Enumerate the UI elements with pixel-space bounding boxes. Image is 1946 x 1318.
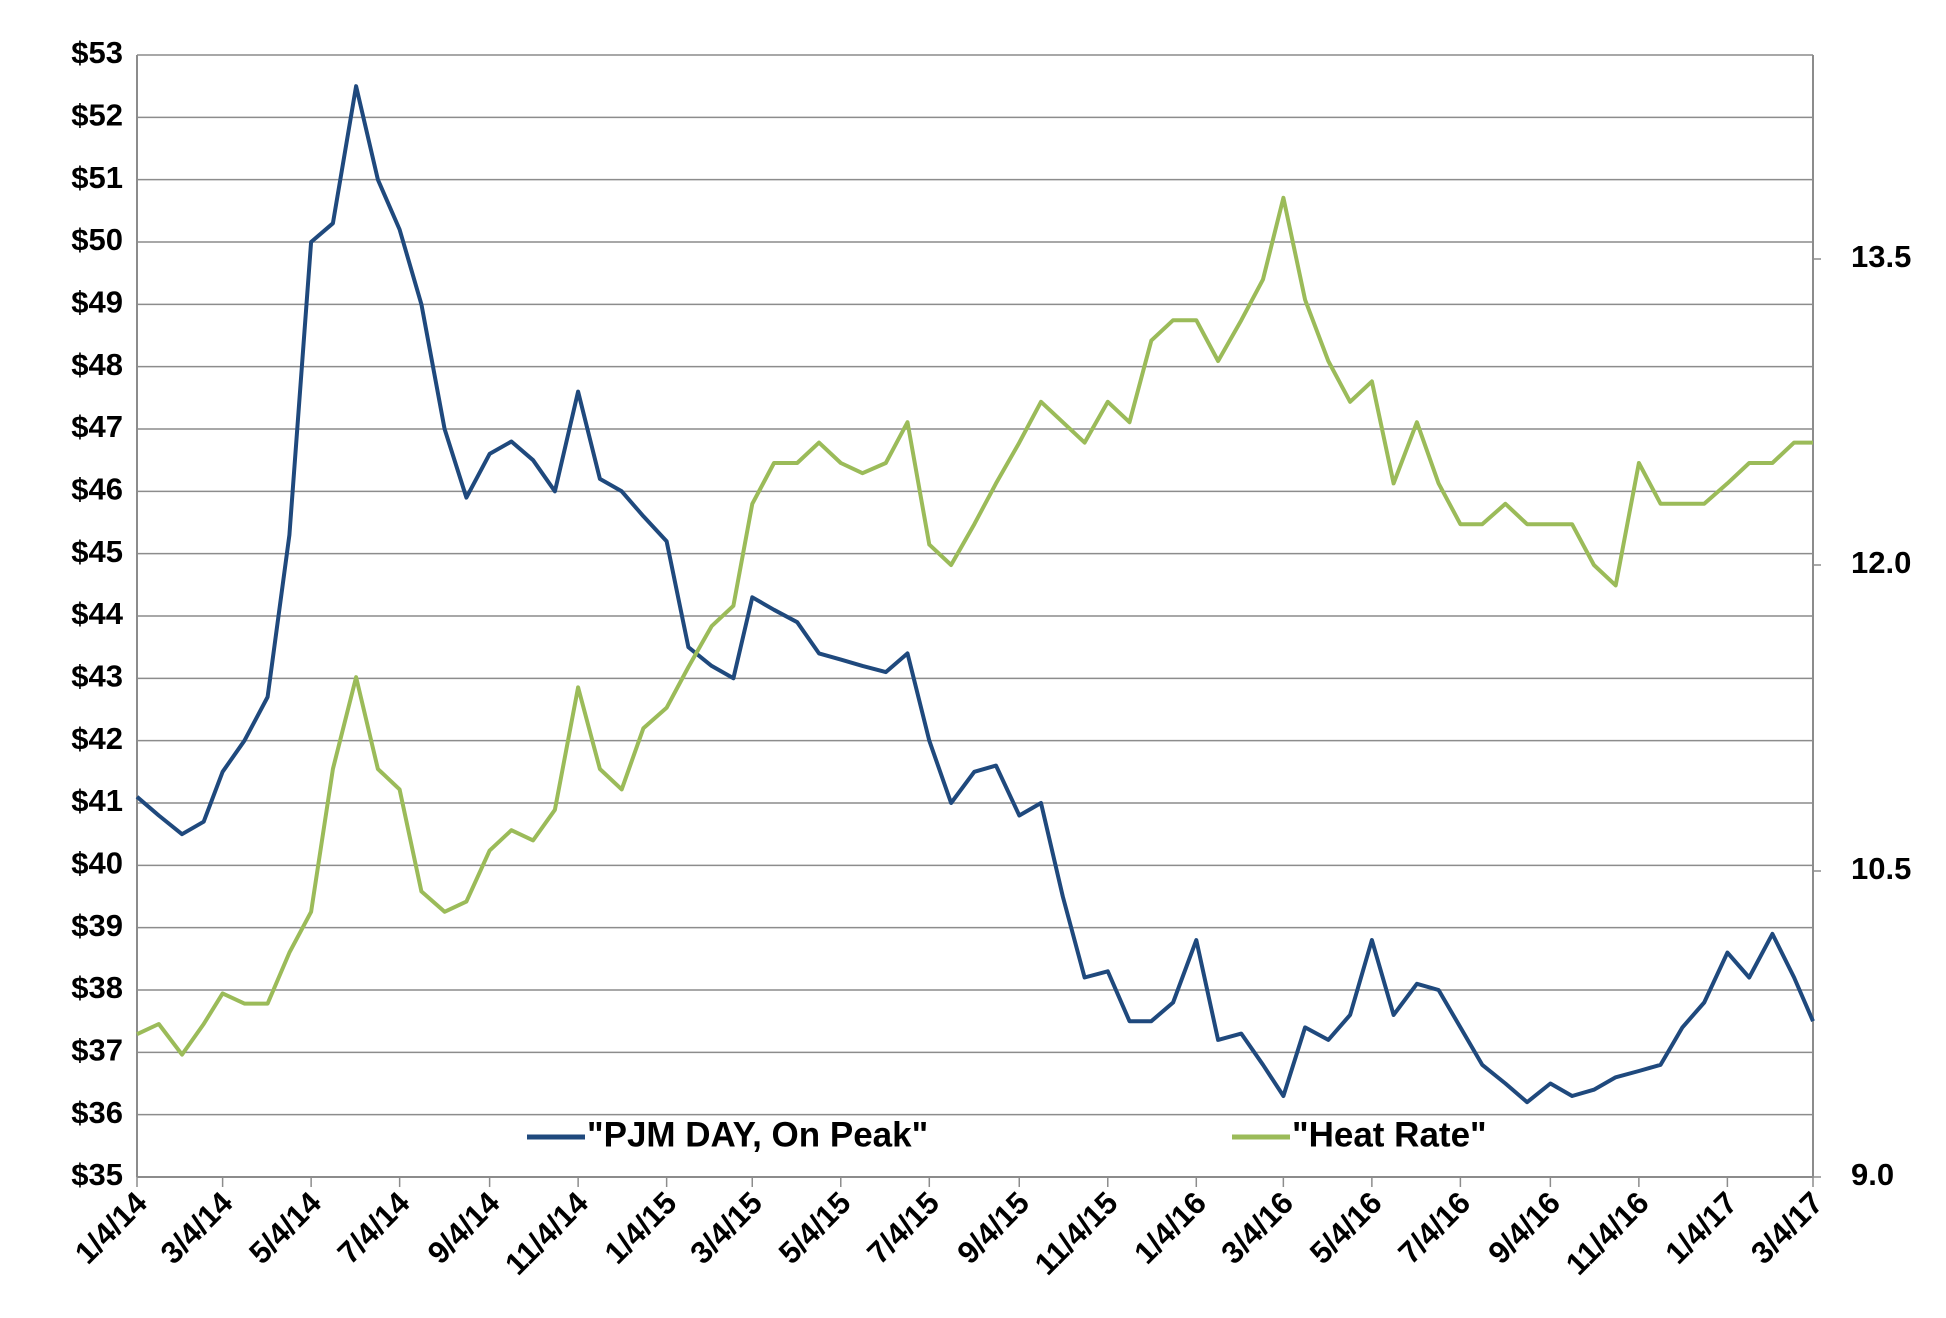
- x-tick-label: 9/4/15: [950, 1185, 1036, 1271]
- legend-label: "Heat Rate": [1292, 1115, 1487, 1154]
- x-tick-label: 3/4/14: [154, 1184, 240, 1270]
- x-tick-label: 1/4/15: [598, 1185, 684, 1271]
- y2-tick-label: 9.0: [1851, 1157, 1894, 1192]
- x-tick-label: 3/4/16: [1214, 1185, 1300, 1271]
- y-tick-label: $40: [71, 846, 123, 881]
- y-tick-label: $45: [71, 534, 123, 569]
- x-tick-label: 1/4/16: [1127, 1185, 1213, 1271]
- x-tick-label: 3/4/15: [683, 1185, 769, 1271]
- x-tick-label: 11/4/14: [498, 1184, 595, 1281]
- x-tick-label: 9/4/16: [1481, 1185, 1567, 1271]
- y-tick-label: $47: [71, 409, 123, 444]
- y-tick-label: $49: [71, 285, 123, 320]
- x-tick-label: 7/4/15: [860, 1185, 946, 1271]
- x-tick-label: 5/4/14: [242, 1184, 328, 1270]
- y2-tick-label: 12.0: [1851, 545, 1911, 580]
- y-tick-label: $48: [71, 347, 123, 382]
- x-tick-label: 9/4/14: [421, 1184, 507, 1270]
- x-tick-label: 5/4/15: [772, 1185, 858, 1271]
- y-tick-label: $41: [71, 783, 123, 818]
- y2-tick-label: 13.5: [1851, 239, 1911, 274]
- y-tick-label: $43: [71, 659, 123, 694]
- y-tick-label: $51: [71, 160, 123, 195]
- x-tick-label: 5/4/16: [1303, 1185, 1389, 1271]
- y-tick-label: $36: [71, 1095, 123, 1130]
- legend-label: "PJM DAY, On Peak": [587, 1115, 928, 1154]
- x-tick-label: 7/4/14: [331, 1184, 417, 1270]
- y-tick-label: $44: [71, 596, 123, 631]
- y2-tick-label: 10.5: [1851, 851, 1911, 886]
- y-tick-label: $39: [71, 908, 123, 943]
- x-tick-label: 1/4/14: [68, 1184, 154, 1270]
- series-line: [136, 195, 1813, 1057]
- y-tick-label: $52: [71, 98, 123, 133]
- series-line: [135, 84, 1815, 1105]
- y-tick-label: $35: [71, 1157, 123, 1192]
- x-tick-label: 1/4/17: [1658, 1185, 1744, 1271]
- x-tick-label: 11/4/16: [1559, 1185, 1656, 1282]
- y-tick-label: $38: [71, 970, 123, 1005]
- x-tick-label: 11/4/15: [1028, 1185, 1125, 1282]
- y-tick-label: $37: [71, 1033, 123, 1068]
- x-tick-label: 3/4/17: [1744, 1185, 1830, 1271]
- y-tick-label: $42: [71, 721, 123, 756]
- y-tick-label: $53: [71, 35, 123, 70]
- y-tick-label: $50: [71, 222, 123, 257]
- x-tick-label: 7/4/16: [1391, 1185, 1477, 1271]
- y-tick-label: $46: [71, 472, 123, 507]
